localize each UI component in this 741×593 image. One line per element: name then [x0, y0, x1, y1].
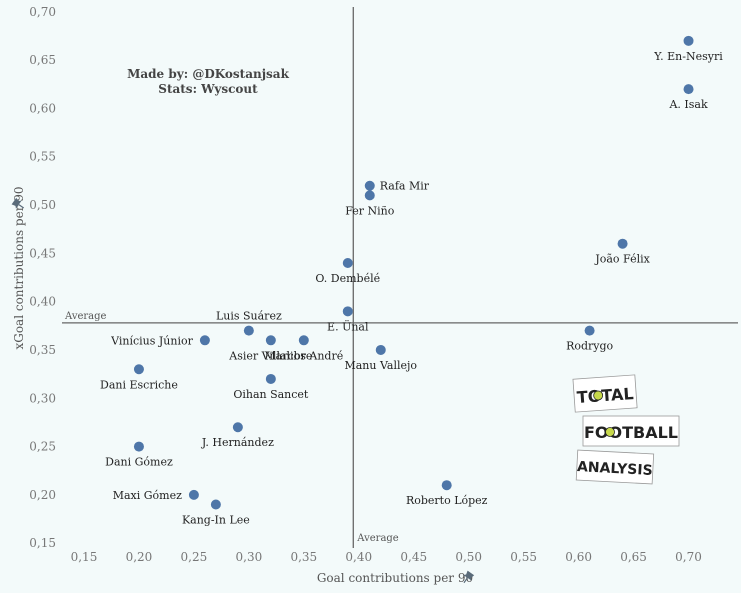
y-tick-label: 0,45	[29, 246, 56, 260]
point-label: Rodrygo	[566, 340, 613, 353]
y-tick-label: 0,25	[29, 440, 56, 454]
x-tick-label: 0,70	[675, 550, 702, 564]
x-tick-label: 0,30	[236, 550, 263, 564]
y-tick-label: 0,55	[29, 150, 56, 164]
logo-line-analysis: ANALYSIS	[577, 459, 653, 479]
x-tick-label: 0,35	[290, 550, 317, 564]
total-football-analysis-logo: TOTAL FOOTBALL ANALYSIS	[572, 374, 680, 485]
data-point	[584, 325, 595, 336]
y-tick-label: 0,20	[29, 488, 56, 502]
data-point	[133, 364, 144, 375]
pin-icon	[463, 570, 475, 584]
point-label: João Félix	[594, 253, 650, 266]
x-tick-label: 0,45	[400, 550, 427, 564]
data-point	[210, 499, 221, 510]
y-tick-label: 0,65	[29, 53, 56, 67]
data-point	[298, 335, 309, 346]
y-tick-label: 0,60	[29, 101, 56, 115]
y-tick-label: 0,70	[29, 5, 56, 19]
y-tick-label: 0,50	[29, 198, 56, 212]
x-tick-label: 0,50	[455, 550, 482, 564]
x-axis-title: Goal contributions per 90	[317, 571, 473, 585]
data-point	[243, 325, 254, 336]
point-label: Rafa Mir	[380, 180, 430, 193]
point-label: Fer Niño	[345, 204, 395, 217]
data-point	[133, 441, 144, 452]
point-label: Manu Vallejo	[344, 359, 417, 372]
x-axis-ticks: 0,15 0,20 0,25 0,30 0,35 0,40 0,45 0,50 0,55 0,60…	[71, 550, 702, 564]
data-point	[441, 480, 452, 491]
data-point	[375, 344, 386, 355]
point-label: Roberto López	[406, 494, 488, 507]
y-tick-label: 0,40	[29, 295, 56, 309]
point-label: Vinícius Júnior	[110, 334, 193, 347]
data-point	[683, 84, 694, 95]
data-point	[342, 306, 353, 317]
x-tick-label: 0,15	[71, 550, 98, 564]
point-label: J. Hernández	[201, 436, 274, 449]
y-tick-label: 0,30	[29, 391, 56, 405]
data-point	[364, 180, 375, 191]
x-tick-label: 0,65	[620, 550, 647, 564]
x-tick-label: 0,55	[510, 550, 537, 564]
y-tick-label: 0,35	[29, 343, 56, 357]
point-label: O. Dembélé	[315, 272, 380, 285]
point-label: Oihan Sancet	[233, 388, 309, 401]
x-tick-label: 0,25	[181, 550, 208, 564]
y-tick-label: 0,15	[29, 536, 56, 550]
data-point	[199, 335, 210, 346]
point-label: Dani Gómez	[105, 456, 173, 469]
y-axis-ticks: 0,15 0,20 0,25 0,30 0,35 0,40 0,45 0,50 0,55 0,60…	[29, 5, 56, 550]
point-label: Dani Escriche	[100, 378, 178, 391]
point-label: Y. En-Nesyri	[653, 50, 723, 63]
pin-icon	[11, 197, 25, 209]
point-label: Maxi Gómez	[113, 489, 182, 502]
point-label: Kang-In Lee	[182, 514, 250, 527]
data-point	[265, 335, 276, 346]
point-label: A. Isak	[668, 98, 707, 111]
logo-line-football: FOOTBALL	[584, 423, 678, 442]
point-label: Luis Suárez	[216, 310, 282, 323]
y-average-label: Average	[64, 311, 107, 322]
logo-line-total: TOTAL	[576, 384, 634, 407]
data-points: Y. En-Nesyri A. Isak Rafa Mir Fer Niño João …	[100, 35, 723, 527]
data-point	[232, 422, 243, 433]
credit-author: Made by: @DKostanjsak	[127, 67, 289, 81]
data-point	[617, 238, 628, 249]
y-axis-title: xGoal contributions per 90	[12, 186, 26, 349]
point-label: Asier Villalibre	[228, 349, 312, 362]
x-average-label: Average	[356, 533, 399, 544]
x-tick-label: 0,60	[565, 550, 592, 564]
x-tick-label: 0,20	[126, 550, 153, 564]
x-tick-label: 0,40	[345, 550, 372, 564]
credit-source: Stats: Wyscout	[158, 82, 258, 96]
point-label: E. Ünal	[327, 319, 369, 333]
data-point	[342, 258, 353, 269]
data-point	[683, 35, 694, 46]
data-point	[188, 489, 199, 500]
data-point	[265, 373, 276, 384]
data-point	[364, 190, 375, 201]
point-label: Marcos André	[264, 349, 343, 362]
